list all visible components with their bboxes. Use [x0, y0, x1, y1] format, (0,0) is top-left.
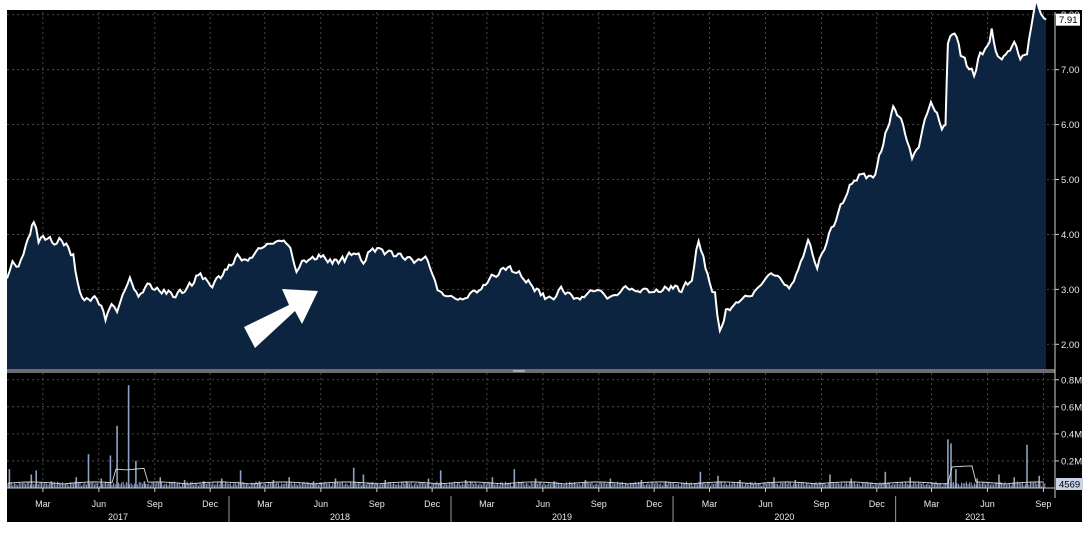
volume-tick-label: 0.2M: [1061, 456, 1082, 467]
price-tick-label: 6.00: [1061, 120, 1080, 131]
last-volume-tag: [1056, 478, 1083, 490]
last-price-tag: [1056, 13, 1080, 26]
price-area: [7, 0, 1046, 369]
month-label: Jun: [92, 499, 107, 509]
volume-plot: [7, 385, 1046, 488]
year-label: 2018: [330, 512, 350, 522]
month-label: Jun: [980, 499, 995, 509]
month-label: Jun: [758, 499, 773, 509]
year-label: 2019: [552, 512, 572, 522]
price-tick-label: 3.00: [1061, 285, 1080, 296]
annotation-arrow: [244, 289, 318, 348]
volume-tick-label: 0.6M: [1061, 402, 1082, 413]
volume-tick-label: 0.8M: [1061, 375, 1082, 386]
month-label: Mar: [257, 499, 273, 509]
x-axis: Mar Jun Sep Dec Mar Jun Sep Dec Mar Jun Sep Dec Mar J…: [7, 487, 1055, 522]
panel-divider[interactable]: [7, 369, 1055, 373]
volume-average-line: [7, 465, 1045, 485]
price-tick-label: 5.00: [1061, 175, 1080, 186]
month-label: Sep: [591, 499, 607, 509]
price-plot: [6, 0, 1047, 369]
month-label: Sep: [369, 499, 385, 509]
price-axis: 2.003.004.005.006.007.008.007.91: [1054, 10, 1080, 498]
price-tick-label: 4.00: [1061, 230, 1080, 241]
month-label: Dec: [869, 499, 886, 509]
annotation-arrow-group: [244, 289, 318, 348]
month-label: Jun: [536, 499, 551, 509]
month-label: Sep: [813, 499, 829, 509]
year-label: 2020: [774, 512, 794, 522]
month-label: Jun: [314, 499, 329, 509]
month-label: Dec: [424, 499, 441, 509]
price-tick-label: 7.00: [1061, 65, 1080, 76]
month-label: Mar: [702, 499, 718, 509]
price-line: [6, 0, 1047, 335]
month-label: Dec: [202, 499, 219, 509]
volume-grid: [7, 373, 1055, 488]
last-volume-label: 4569: [1059, 480, 1080, 491]
volume-tick-label: 0.4M: [1061, 429, 1082, 440]
last-price-label: 7.91: [1059, 15, 1078, 26]
month-label: Sep: [147, 499, 163, 509]
month-label: Mar: [479, 499, 495, 509]
month-label: Sep: [1035, 499, 1051, 509]
volume-axis: 0.2M 0.4M 0.6M 0.8M 4569: [1055, 375, 1083, 491]
month-label: Mar: [35, 499, 51, 509]
year-label: 2021: [965, 512, 985, 522]
panel-divider-grip[interactable]: [513, 370, 525, 372]
year-label: 2017: [108, 512, 128, 522]
price-tick-label: 2.00: [1061, 340, 1080, 351]
month-label: Mar: [924, 499, 940, 509]
month-label: Dec: [646, 499, 663, 509]
